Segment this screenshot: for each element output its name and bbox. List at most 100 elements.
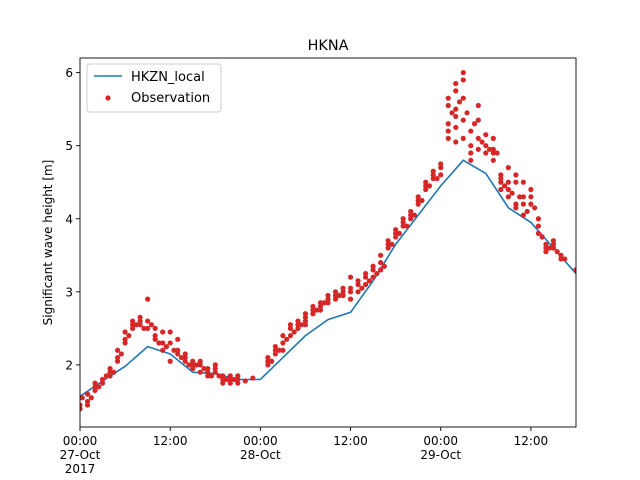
observation-point (340, 289, 346, 295)
observation-point (498, 172, 504, 178)
observation-point (99, 376, 106, 383)
y-tick-label: 2 (65, 358, 73, 372)
observation-point (430, 168, 436, 174)
observation-point (111, 369, 117, 375)
observation-point (483, 143, 489, 149)
observation-point (408, 208, 414, 215)
observation-point (122, 329, 128, 335)
observation-point (152, 325, 158, 331)
observation-point (423, 183, 429, 189)
observation-point (118, 351, 124, 357)
x-tick-label: 29-Oct (420, 448, 461, 462)
x-tick-label: 00:00 (243, 434, 278, 448)
observation-point (92, 387, 98, 394)
observation-point (475, 102, 481, 109)
observation-point (314, 307, 320, 313)
observation-point (182, 358, 188, 364)
observation-point (163, 344, 170, 350)
observation-point (272, 344, 278, 350)
observation-point (468, 128, 474, 134)
observation-point (287, 333, 294, 339)
observation-point (284, 336, 290, 342)
observation-point (347, 274, 354, 280)
observation-point (378, 259, 384, 266)
legend-label-model: HKZN_local (131, 70, 205, 85)
observation-point (310, 303, 316, 310)
observation-point (156, 340, 162, 346)
observation-point (359, 285, 365, 291)
observation-point (550, 245, 557, 251)
observation-point (490, 135, 496, 141)
observation-point (235, 380, 241, 386)
observation-point (468, 143, 474, 149)
y-tick-label: 4 (65, 212, 73, 226)
observation-point (197, 362, 203, 368)
observation-point (250, 375, 256, 381)
observation-point (317, 307, 324, 313)
observation-point (299, 322, 305, 328)
observation-point (370, 267, 376, 273)
observation-point (103, 373, 109, 379)
observation-point (167, 358, 173, 364)
observation-point (92, 384, 98, 390)
observation-point (96, 384, 102, 390)
observation-point (524, 208, 530, 215)
observation-point (227, 380, 233, 386)
observation-point (223, 376, 230, 383)
observation-point (107, 369, 113, 375)
observation-point (212, 365, 218, 372)
observation-point (453, 113, 459, 120)
observation-point (573, 267, 576, 273)
observation-point (535, 230, 542, 236)
y-axis-label: Significant wave height [m] (41, 160, 55, 326)
observation-point (152, 336, 158, 342)
y-tick-label: 5 (65, 139, 73, 153)
observation-point (370, 263, 376, 269)
observation-point (287, 322, 294, 328)
observation-point (479, 139, 485, 145)
observation-point (332, 296, 339, 302)
observation-point (404, 223, 410, 229)
observation-point (445, 128, 451, 134)
observation-point (438, 161, 444, 167)
observation-point (84, 402, 91, 408)
observation-point (393, 230, 399, 236)
observation-point (468, 157, 474, 163)
observation-point (475, 135, 481, 141)
observation-point (171, 347, 177, 353)
observation-point (505, 194, 511, 200)
observation-point (449, 110, 455, 116)
observation-point (84, 391, 91, 397)
observation-point (141, 325, 147, 331)
observation-point (272, 347, 278, 353)
observation-point (554, 249, 560, 255)
observation-point (438, 165, 444, 171)
observation-point (498, 186, 504, 193)
observation-point (276, 347, 282, 353)
observation-point (532, 205, 538, 211)
observation-point (332, 289, 339, 295)
observation-point (340, 292, 346, 299)
observation-point (160, 347, 166, 353)
observation-point (378, 267, 384, 273)
observation-point (160, 340, 166, 346)
observation-point (562, 256, 568, 262)
observation-point (520, 194, 526, 200)
observation-point (505, 179, 511, 185)
observation-point (430, 172, 436, 178)
observation-point (186, 362, 192, 368)
observation-point (483, 150, 489, 156)
observation-point (513, 179, 519, 185)
observation-point (550, 241, 557, 247)
observation-point (145, 318, 151, 324)
observation-point (190, 358, 196, 364)
observation-point (535, 223, 542, 229)
x-tick-label: 12:00 (333, 434, 368, 448)
observation-point (317, 303, 324, 310)
observation-point (389, 241, 395, 247)
observation-point (550, 238, 557, 244)
observation-point (434, 175, 440, 182)
observation-point (385, 238, 391, 244)
observation-point (464, 110, 470, 116)
observation-point (137, 318, 143, 324)
